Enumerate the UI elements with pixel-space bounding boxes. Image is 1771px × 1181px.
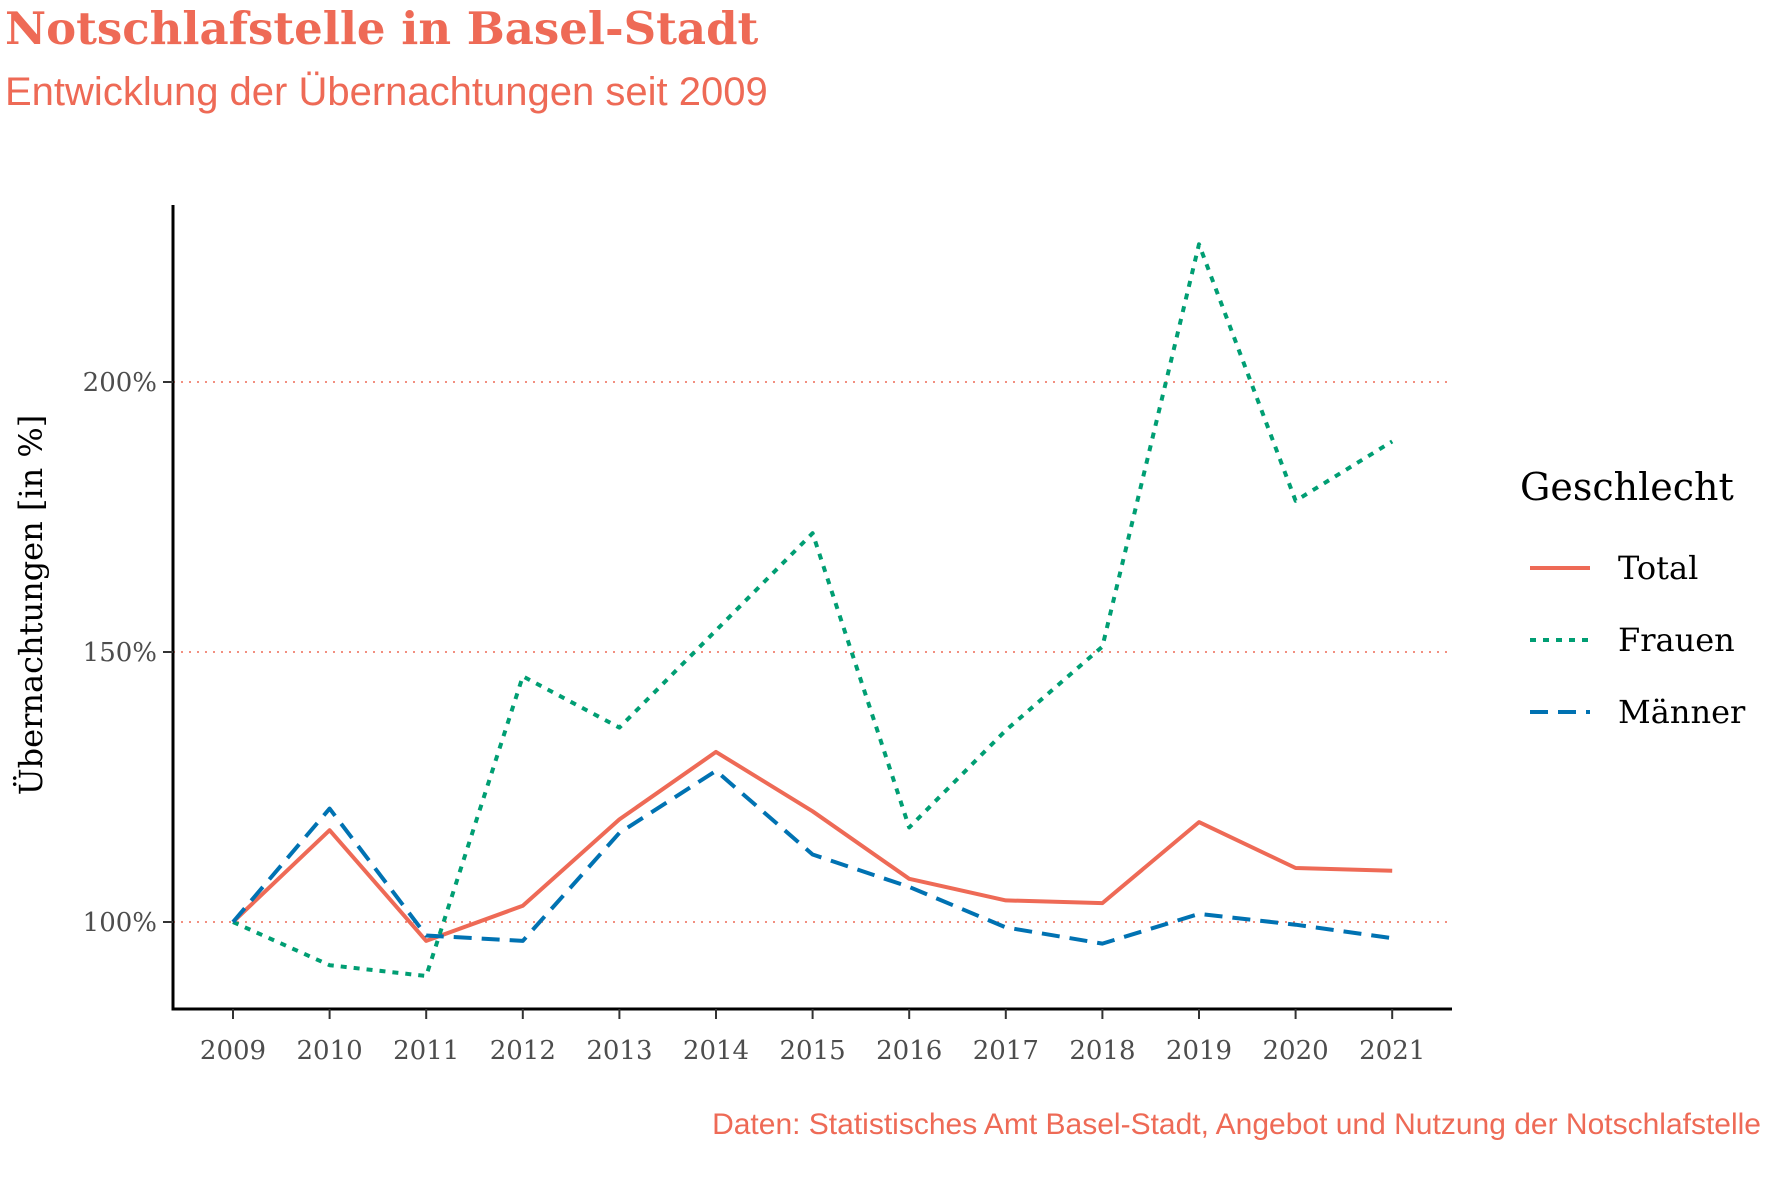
x-tick-label: 2016 <box>876 1036 942 1066</box>
chart-subtitle: Entwicklung der Übernachtungen seit 2009 <box>5 70 768 114</box>
y-axis-ticks: 100% 150% 200% <box>83 368 173 938</box>
legend-label-total: Total <box>1618 549 1698 587</box>
grid-lines <box>173 381 1452 923</box>
legend-label-frauen: Frauen <box>1618 621 1735 659</box>
x-tick-label: 2012 <box>490 1036 556 1066</box>
series-line-männer <box>231 768 1393 946</box>
x-tick-label: 2021 <box>1359 1036 1425 1066</box>
chart-caption: Daten: Statistisches Amt Basel-Stadt, An… <box>712 1108 1761 1141</box>
x-tick-label: 2019 <box>1166 1036 1232 1066</box>
legend-label-männer: Männer <box>1618 693 1746 731</box>
series-line-total <box>231 749 1393 943</box>
series-line-frauen <box>232 242 1394 978</box>
x-axis-ticks: 2009 2010 2011 2012 2013 2014 2015 2016 2017 2018… <box>200 1009 1425 1066</box>
x-tick-label: 2017 <box>973 1036 1039 1066</box>
series-lines <box>231 242 1394 978</box>
axes <box>171 205 1452 1011</box>
x-tick-label: 2011 <box>393 1036 459 1066</box>
x-tick-label: 2009 <box>200 1036 266 1066</box>
x-tick-label: 2020 <box>1263 1036 1329 1066</box>
x-tick-label: 2013 <box>586 1036 652 1066</box>
x-tick-label: 2015 <box>780 1036 846 1066</box>
y-axis-label: Übernachtungen [in %] <box>12 415 50 796</box>
x-tick-label: 2018 <box>1069 1036 1135 1066</box>
legend-title: Geschlecht <box>1520 465 1734 509</box>
x-tick-label: 2010 <box>297 1036 363 1066</box>
y-tick-label: 150% <box>83 638 157 668</box>
x-tick-label: 2014 <box>683 1036 749 1066</box>
legend: Geschlecht Total Frauen Männer <box>1520 465 1746 731</box>
y-tick-label: 200% <box>83 368 157 398</box>
y-tick-label: 100% <box>83 908 157 938</box>
chart-title: Notschlafstelle in Basel-Stadt <box>5 2 759 55</box>
